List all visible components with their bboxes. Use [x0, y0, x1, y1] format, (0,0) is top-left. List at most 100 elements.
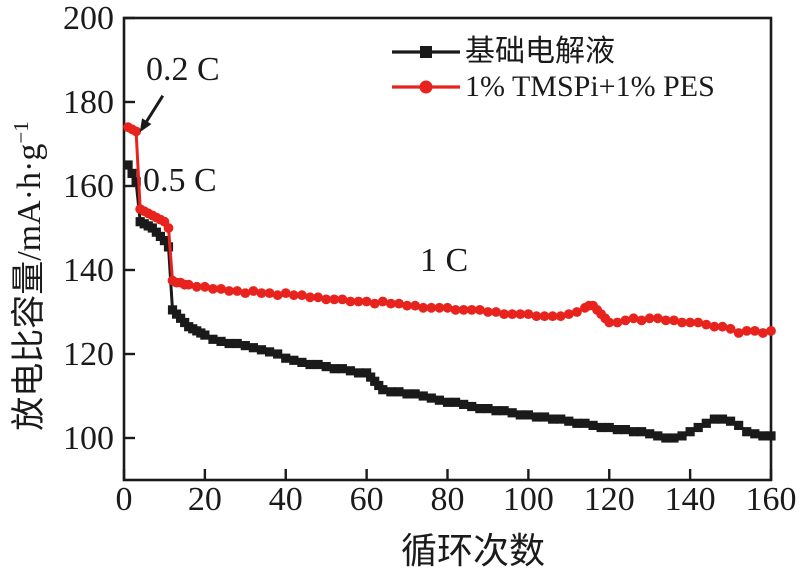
- data-point-circle: [539, 311, 550, 322]
- data-point-square: [159, 236, 170, 246]
- data-point-square: [556, 414, 566, 424]
- data-point-square: [131, 177, 141, 187]
- data-point-circle: [321, 294, 332, 305]
- data-point-square: [305, 359, 315, 370]
- data-point-square: [515, 410, 525, 420]
- data-point-square: [475, 404, 485, 414]
- y-tick-label: 120: [63, 336, 114, 373]
- data-point-circle: [369, 298, 380, 309]
- data-point-square: [297, 357, 307, 367]
- data-point-square: [628, 427, 639, 437]
- data-point-square: [523, 410, 533, 420]
- y-tick-label: 200: [63, 0, 114, 37]
- data-point-square: [123, 160, 133, 170]
- data-point-circle: [491, 307, 501, 317]
- data-point-circle: [660, 315, 671, 326]
- data-point-square: [701, 418, 711, 428]
- legend: 基础电解液 1% TMSPi+1% PES: [390, 34, 715, 104]
- data-point-square: [224, 338, 234, 349]
- data-point-circle: [531, 311, 542, 322]
- data-point-circle: [272, 290, 283, 301]
- data-point-circle: [741, 326, 752, 336]
- data-point-circle: [199, 281, 210, 292]
- data-point-square: [709, 414, 719, 424]
- data-point-square: [750, 429, 760, 439]
- data-point-square: [669, 433, 679, 443]
- data-point-circle: [620, 315, 631, 326]
- data-point-circle: [563, 309, 574, 319]
- x-axis-ticks: 0 20 40 60 80 100 120 140 160: [116, 469, 797, 518]
- data-point-circle: [288, 290, 299, 301]
- data-point-square: [758, 431, 768, 441]
- x-axis-title: 循环次数: [400, 531, 546, 571]
- data-point-square: [410, 389, 420, 399]
- annotation-arrow: [139, 94, 165, 133]
- data-point-circle: [264, 288, 275, 298]
- y-axis-ticks: 100 120 140 160 180 200: [63, 0, 135, 457]
- data-point-square: [717, 414, 728, 424]
- data-point-circle: [766, 326, 776, 336]
- data-point-circle: [329, 294, 340, 305]
- data-point-square: [742, 427, 752, 437]
- data-point-circle: [385, 298, 396, 309]
- data-point-square: [232, 338, 242, 349]
- annotation-rate-1C: 1 C: [420, 242, 469, 279]
- data-point-square: [580, 418, 590, 428]
- data-point-square: [386, 387, 396, 397]
- data-point-square: [200, 330, 210, 340]
- data-point-circle: [280, 288, 291, 298]
- y-tick-label: 140: [63, 252, 114, 289]
- x-tick-label: 140: [665, 481, 716, 518]
- data-point-square: [499, 406, 509, 416]
- data-point-circle: [163, 223, 174, 233]
- data-point-circle: [450, 305, 461, 315]
- y-axis-title: 放电比容量/mA·h·g−1: [8, 121, 48, 431]
- data-point-circle: [426, 302, 437, 313]
- series-tmspi-pes: [123, 122, 776, 338]
- data-point-square: [596, 422, 606, 433]
- data-point-square: [426, 393, 436, 403]
- data-point-square: [273, 349, 283, 359]
- data-point-circle: [499, 309, 510, 319]
- data-point-circle: [709, 321, 720, 332]
- x-tick-label: 100: [503, 481, 554, 518]
- data-point-square: [637, 427, 647, 437]
- data-point-square: [661, 433, 671, 443]
- data-point-circle: [442, 302, 453, 313]
- data-point-circle: [474, 305, 485, 315]
- data-point-square: [313, 359, 323, 370]
- data-point-square: [734, 420, 744, 430]
- legend-item-tmspi-pes: 1% TMSPi+1% PES: [390, 69, 715, 104]
- y-tick-label: 180: [63, 84, 114, 121]
- data-point-circle: [669, 315, 679, 326]
- data-point-square: [483, 404, 493, 414]
- data-point-circle: [256, 288, 267, 298]
- annotation-rate-0.2C: 0.2 C: [146, 51, 220, 88]
- data-point-square: [653, 431, 663, 441]
- data-point-square: [507, 408, 517, 418]
- data-point-circle: [191, 281, 202, 292]
- y-axis-title-exponent: −1: [8, 121, 33, 144]
- data-point-square: [539, 412, 550, 422]
- data-point-square: [491, 406, 501, 416]
- data-point-circle: [305, 292, 315, 303]
- data-point-circle: [483, 307, 493, 317]
- data-point-circle: [628, 313, 639, 324]
- data-point-square: [216, 336, 226, 346]
- data-point-circle: [224, 286, 235, 296]
- data-point-circle: [394, 298, 404, 309]
- data-point-circle: [677, 317, 687, 328]
- y-tick-label: 160: [63, 168, 114, 205]
- legend-item-base-electrolyte: 基础电解液: [390, 34, 715, 69]
- data-point-square: [725, 416, 736, 426]
- data-point-circle: [547, 311, 558, 322]
- legend-label-tmspi-pes: 1% TMSPi+1% PES: [465, 69, 715, 103]
- data-point-circle: [466, 305, 477, 315]
- legend-marker-black-square-icon: [392, 45, 460, 58]
- data-point-square: [240, 341, 250, 351]
- legend-marker-red-circle-icon: [392, 80, 460, 93]
- data-point-square: [402, 389, 412, 399]
- data-point-square: [693, 422, 703, 433]
- data-point-circle: [717, 321, 728, 332]
